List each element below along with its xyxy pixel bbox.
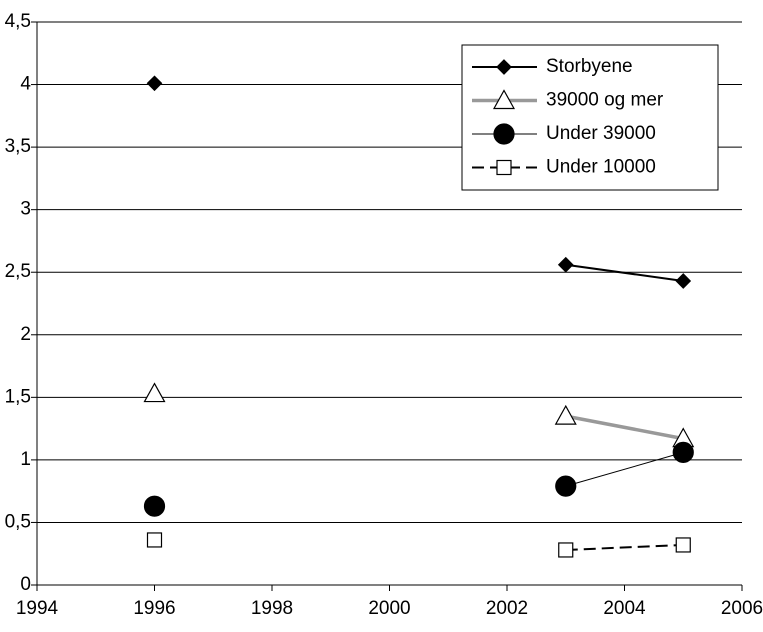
data-point (143, 495, 166, 517)
x-tick-label: 1994 (16, 598, 59, 619)
data-point (557, 256, 574, 273)
y-tick-label: 1 (20, 449, 31, 470)
legend-marker (496, 59, 512, 75)
data-point (143, 382, 166, 403)
x-tick-label: 1998 (251, 598, 293, 619)
data-point (555, 475, 577, 497)
legend-label: Under 39000 (546, 123, 656, 144)
y-tick-label: 0,5 (5, 511, 31, 532)
y-tick-label: 4,5 (5, 11, 31, 32)
x-tick-label: 2006 (721, 598, 763, 619)
y-tick-label: 3,5 (5, 136, 31, 157)
legend-label: Under 10000 (546, 157, 656, 178)
legend-label: 39000 og mer (546, 90, 664, 111)
series-line (565, 451, 684, 487)
x-tick-label: 2000 (368, 598, 410, 619)
legend-marker (493, 123, 515, 145)
data-point (146, 532, 163, 548)
data-point (554, 404, 577, 425)
y-tick-label: 2 (20, 324, 31, 345)
legend-label: Storbyene (546, 56, 633, 77)
series-line (565, 263, 684, 282)
series-line (565, 543, 684, 551)
legend-marker (492, 89, 516, 110)
x-tick-label: 2004 (603, 598, 646, 619)
data-point (146, 75, 163, 92)
y-tick-label: 0 (20, 574, 31, 595)
y-tick-label: 3 (20, 199, 31, 220)
y-tick-label: 2,5 (5, 261, 31, 282)
data-point (675, 273, 692, 289)
y-tick-label: 4 (20, 74, 31, 95)
x-tick-label: 1996 (133, 598, 175, 619)
legend-marker (496, 159, 512, 176)
data-point (558, 542, 574, 558)
data-point (672, 441, 694, 463)
x-tick-label: 2002 (486, 598, 528, 619)
data-point (675, 537, 691, 553)
y-tick-label: 1,5 (5, 386, 31, 407)
series-line (565, 414, 684, 441)
